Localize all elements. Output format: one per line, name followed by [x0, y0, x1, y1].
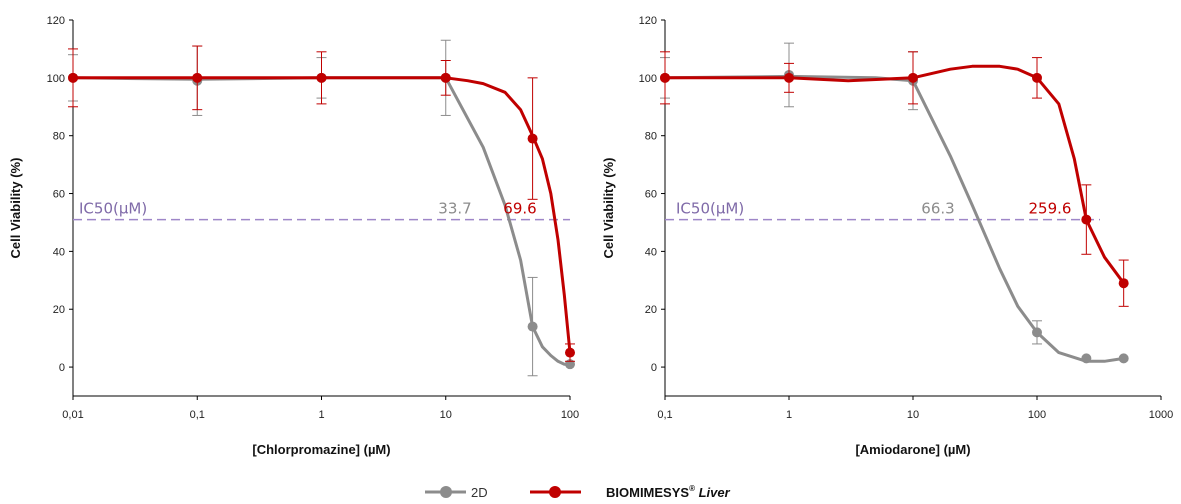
- data-point: [565, 347, 575, 358]
- x-tick-label: 10: [440, 409, 452, 421]
- data-point: [192, 72, 203, 83]
- legend-brand-name: BIOMIMESYS: [606, 485, 689, 500]
- ic50-label: IC50(µM): [676, 200, 744, 218]
- ic50-value: 259.6: [1029, 200, 1072, 218]
- legend-2d-label: 2D: [471, 485, 488, 500]
- y-tick-label: 60: [645, 189, 657, 201]
- series-biomimesys: 69.6: [68, 45, 575, 362]
- y-tick-label: 60: [53, 189, 65, 201]
- legend-brand-sup: ®: [689, 484, 695, 493]
- legend: 2D BIOMIMESYS® Liver: [425, 484, 731, 500]
- x-tick-label: 100: [1028, 409, 1046, 421]
- x-tick-label: 1: [318, 409, 324, 421]
- y-tick-label: 0: [651, 362, 657, 374]
- x-tick-label: 100: [561, 409, 579, 421]
- y-tick-label: 100: [47, 73, 65, 85]
- data-point: [908, 72, 918, 83]
- y-tick-label: 20: [645, 304, 657, 316]
- data-point: [527, 133, 538, 144]
- data-point: [1081, 214, 1092, 225]
- data-point: [1118, 278, 1129, 289]
- legend-biomimesys-marker: [549, 486, 561, 498]
- legend-brand-suffix: Liver: [695, 485, 731, 500]
- data-point: [1032, 327, 1042, 338]
- legend-item-biomimesys: BIOMIMESYS® Liver: [530, 484, 731, 500]
- amiodarone-chart: 0 20 40 60 80 100 120 0,1 1 10 100 1000 [Amiodarone]…: [601, 15, 1173, 457]
- data-point: [1032, 72, 1042, 83]
- series-curve: [72, 76, 570, 366]
- chlorpromazine-chart: 0 20 40 60 80 100 120 0,01 0,1 1 10 100 [Chlorpromaz…: [8, 15, 579, 457]
- x-tick-label: 0,1: [657, 409, 672, 421]
- legend-2d-marker: [440, 486, 452, 498]
- x-tick-label: 1: [786, 409, 792, 421]
- series-curve: [665, 64, 1125, 285]
- y-axis-label: Cell Viability (%): [8, 158, 23, 259]
- ic50-value: 69.6: [503, 200, 536, 218]
- y-axis-label: Cell Viability (%): [601, 158, 616, 259]
- ic50-value: 66.3: [921, 200, 954, 218]
- y-tick-label: 40: [645, 246, 657, 258]
- x-tick-label: 10: [907, 409, 919, 421]
- y-tick-label: 80: [645, 131, 657, 143]
- series-biomimesys: 259.6: [660, 51, 1129, 307]
- data-point: [1081, 353, 1092, 364]
- data-point: [660, 72, 670, 83]
- x-tick-label: 0,01: [62, 409, 83, 421]
- y-tick-label: 120: [639, 15, 657, 27]
- legend-biomimesys-label: BIOMIMESYS® Liver: [606, 484, 731, 500]
- data-point: [440, 72, 451, 83]
- data-point: [1118, 353, 1129, 364]
- y-tick-label: 20: [53, 304, 65, 316]
- x-tick-label: 0,1: [190, 409, 205, 421]
- series-curve: [73, 76, 572, 353]
- data-point: [68, 72, 78, 83]
- x-axis-label: [Chlorpromazine] (µM): [252, 442, 390, 457]
- ic50-value: 33.7: [438, 200, 471, 218]
- y-tick-label: 120: [47, 15, 65, 27]
- data-point: [527, 321, 538, 332]
- y-tick-label: 0: [59, 362, 65, 374]
- data-point: [784, 72, 794, 83]
- data-point: [316, 72, 327, 83]
- x-axis-label: [Amiodarone] (µM): [855, 442, 970, 457]
- ic50-label: IC50(µM): [79, 200, 147, 218]
- x-tick-label: 1000: [1149, 409, 1173, 421]
- y-tick-label: 40: [53, 246, 65, 258]
- y-tick-label: 80: [53, 131, 65, 143]
- legend-item-2d: 2D: [425, 485, 488, 500]
- y-tick-label: 100: [639, 73, 657, 85]
